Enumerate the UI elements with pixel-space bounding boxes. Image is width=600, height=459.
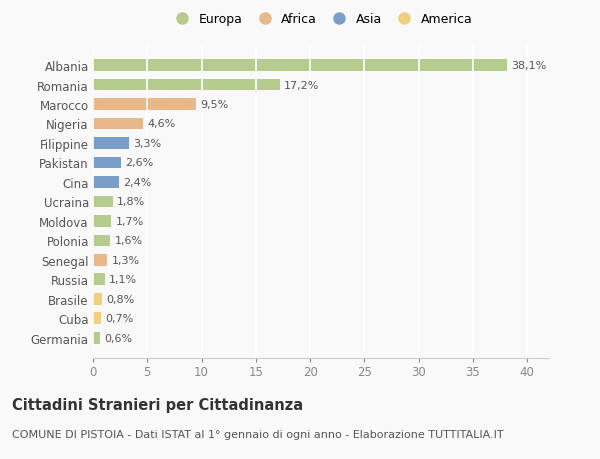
Bar <box>93 196 113 208</box>
Bar <box>93 254 107 266</box>
Text: 1,3%: 1,3% <box>112 255 140 265</box>
Text: COMUNE DI PISTOIA - Dati ISTAT al 1° gennaio di ogni anno - Elaborazione TUTTITA: COMUNE DI PISTOIA - Dati ISTAT al 1° gen… <box>12 429 503 439</box>
Bar <box>93 177 119 188</box>
Text: 0,8%: 0,8% <box>106 294 134 304</box>
Text: 1,6%: 1,6% <box>115 236 143 246</box>
Text: 0,7%: 0,7% <box>105 313 133 324</box>
Text: 2,6%: 2,6% <box>125 158 154 168</box>
Text: 1,7%: 1,7% <box>116 216 144 226</box>
Bar <box>93 235 110 246</box>
Text: 0,6%: 0,6% <box>104 333 132 343</box>
Bar <box>93 313 101 325</box>
Text: 17,2%: 17,2% <box>284 80 319 90</box>
Text: 1,8%: 1,8% <box>117 197 145 207</box>
Bar <box>93 79 280 91</box>
Bar <box>93 118 143 130</box>
Text: 9,5%: 9,5% <box>200 100 229 110</box>
Bar <box>93 274 105 285</box>
Text: 4,6%: 4,6% <box>147 119 176 129</box>
Text: 1,1%: 1,1% <box>109 274 137 285</box>
Bar <box>93 216 112 227</box>
Bar <box>93 157 121 169</box>
Text: 38,1%: 38,1% <box>511 61 546 71</box>
Text: 2,4%: 2,4% <box>124 178 152 188</box>
Bar <box>93 293 101 305</box>
Bar <box>93 60 506 72</box>
Text: 3,3%: 3,3% <box>133 139 161 149</box>
Bar <box>93 99 196 111</box>
Bar <box>93 138 129 150</box>
Legend: Europa, Africa, Asia, America: Europa, Africa, Asia, America <box>164 8 478 31</box>
Text: Cittadini Stranieri per Cittadinanza: Cittadini Stranieri per Cittadinanza <box>12 397 303 412</box>
Bar <box>93 332 100 344</box>
